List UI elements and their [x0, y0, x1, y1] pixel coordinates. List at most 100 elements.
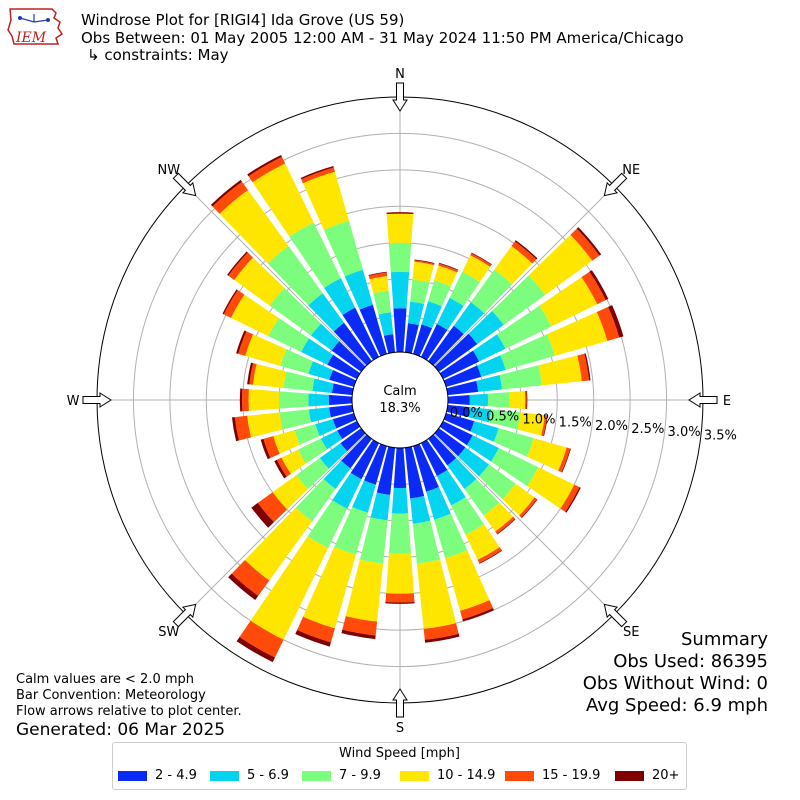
windrose-bar-segment — [511, 241, 537, 264]
windrose-bar-segment — [424, 633, 460, 643]
radial-tick-label: 0.0% — [450, 406, 483, 421]
windrose-bar-segment — [470, 421, 499, 442]
windrose-bar-segment — [428, 325, 464, 366]
windrose-bar-segment — [359, 304, 387, 357]
logo-text: IEM — [15, 30, 47, 46]
calm-definition-note: Calm values are < 2.0 mph — [16, 672, 195, 687]
windrose-bar-segment — [334, 506, 368, 555]
windrose-bar-segment — [250, 536, 329, 640]
legend-item: 15 - 19.9 — [505, 768, 600, 783]
windrose-bar-segment — [528, 234, 593, 295]
windrose-bar-segment — [212, 181, 248, 214]
legend-item: 20+ — [615, 768, 679, 783]
radial-tick-label: 2.0% — [595, 419, 628, 434]
windrose-bar-segment — [383, 334, 396, 354]
windrose-bar-segment — [460, 600, 494, 620]
windrose-bar-segment — [386, 553, 414, 594]
calm-value: 18.3% — [379, 401, 420, 416]
windrose-bar-segment — [303, 546, 356, 629]
compass-label: N — [395, 67, 405, 82]
windrose-bar-segment — [541, 414, 548, 437]
windrose-bar-segment — [426, 487, 451, 520]
windrose-bar-segment — [407, 301, 425, 326]
windrose-bar-segment — [410, 279, 430, 304]
windrose-bar-segment — [446, 404, 470, 418]
windrose-bar-segment — [239, 388, 243, 412]
flow-arrows-note: Flow arrows relative to plot center. — [16, 704, 242, 719]
windrose-bar-segment — [376, 446, 396, 495]
axis-labels: N NE E SE S SW W NW 0.0% 0.5% 1.0% 1.5% 2.0% 2.5% 3.0%… — [67, 67, 737, 736]
windrose-bar-segment — [308, 407, 331, 423]
windrose-bar-segment — [244, 507, 313, 581]
windrose-bar-segment — [447, 458, 477, 490]
radial-tick-label: 1.5% — [559, 416, 592, 431]
calm-label: Calm — [383, 384, 416, 399]
windrose-bar-segment — [468, 310, 504, 345]
legend-swatch — [118, 770, 147, 781]
legend-swatch — [505, 770, 534, 781]
legend-swatch — [302, 770, 331, 781]
compass-label: SE — [623, 625, 639, 640]
windrose-bar-segment — [526, 438, 567, 471]
windrose-bar-segment — [295, 478, 336, 522]
windrose-bar-segment — [297, 438, 328, 464]
windrose-bar-segment — [438, 263, 458, 273]
windrose-bar-segment — [294, 424, 320, 445]
windrose-bar-segment — [308, 293, 345, 332]
radial-tick-label: 2.5% — [631, 422, 664, 437]
windrose-bar-segment — [247, 362, 254, 385]
compass-label: W — [67, 394, 80, 409]
flow-arrow-icon — [172, 172, 197, 197]
windrose-bar-segment — [228, 573, 259, 600]
speed-legend: Wind Speed [mph] 2 - 4.9 5 - 6.9 7 - 9.9… — [112, 742, 687, 790]
windrose-bar-segment — [539, 277, 598, 327]
windrose-bar-segment — [412, 261, 434, 283]
windrose-bar-segment — [320, 430, 343, 450]
windrose-bar-segment — [439, 350, 480, 380]
windrose-bar-segment — [307, 500, 348, 549]
windrose-bar-segment — [386, 213, 414, 244]
windrose-bar-segment — [470, 269, 512, 314]
windrose-bar-segment — [230, 294, 279, 337]
windrose-bar-segment — [560, 484, 580, 512]
windrose-bar-segment — [279, 409, 312, 430]
windrose-bar-segment — [274, 459, 287, 479]
windrose-bar-segment — [462, 608, 494, 622]
windrose-bar-segment — [453, 302, 485, 335]
windrose-bar-segment — [434, 265, 458, 287]
grid-spoke — [185, 433, 367, 615]
windrose-bar-segment — [332, 413, 357, 429]
flow-arrow-icon — [392, 688, 408, 718]
windrose-bar-segment — [272, 475, 308, 510]
windrose-bar-segment — [236, 330, 247, 354]
windrose-bar-segment — [260, 438, 271, 460]
windrose-bar-segment — [234, 415, 251, 441]
windrose-bar-segment — [247, 154, 282, 177]
windrose-bar-segment — [495, 516, 516, 534]
chart-title: Windrose Plot for [RIGI4] Ida Grove (US … — [81, 11, 405, 29]
windrose-bar-segment — [543, 415, 548, 437]
windrose-bar-segment — [344, 269, 373, 310]
windrose-bar-segment — [538, 355, 582, 386]
flow-arrow-icon — [603, 603, 628, 628]
windrose-bar-segment — [389, 513, 411, 554]
compass-label: E — [723, 394, 731, 409]
windrose-bar-segment — [434, 333, 478, 372]
flow-arrow-icon — [82, 392, 112, 408]
windrose-bar-segment — [451, 497, 485, 535]
flow-arrows — [82, 82, 718, 718]
windrose-bar-segment — [300, 166, 334, 180]
windrose-bar-segment — [519, 497, 537, 518]
summary-obs-used: Obs Used: 86395 — [613, 651, 768, 672]
windrose-bar-segment — [241, 388, 249, 412]
legend-swatch — [400, 770, 429, 781]
legend-item: 5 - 6.9 — [210, 768, 289, 783]
windrose-bar-segment — [584, 353, 591, 381]
flow-arrow-icon — [392, 82, 408, 112]
windrose-bar-segment — [280, 349, 313, 374]
summary-title: Summary — [681, 629, 768, 650]
windrose-bar-segment — [315, 419, 337, 436]
windrose-bar-segment — [227, 251, 248, 276]
windrose-bar-segment — [420, 324, 448, 361]
windrose-bar-segment — [488, 409, 521, 430]
